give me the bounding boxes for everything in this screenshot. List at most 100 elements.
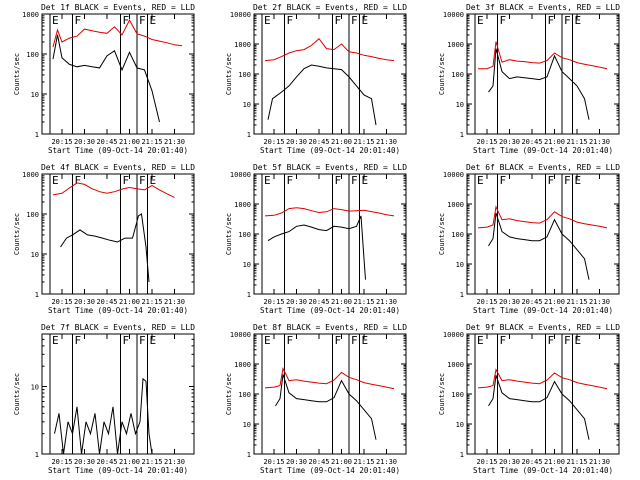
x-tick-label: 21:15: [566, 298, 587, 306]
region-label: E: [150, 174, 157, 187]
events-series-line: [52, 34, 160, 123]
lld-series-line: [264, 207, 395, 217]
region-label: F: [123, 334, 130, 347]
x-tick-label: 20:30: [286, 138, 307, 146]
y-tick-label: 1: [247, 291, 251, 299]
x-axis-label: Start Time (09-Oct-14 20:01:40): [260, 146, 400, 155]
x-tick-label: 21:15: [353, 458, 374, 466]
region-label: F: [335, 174, 342, 187]
events-series-line: [488, 375, 590, 440]
x-tick-label: 21:00: [544, 458, 565, 466]
region-label: E: [575, 14, 582, 27]
y-tick-label: 100: [26, 211, 39, 219]
x-axis-label: Start Time (09-Oct-14 20:01:40): [48, 306, 188, 315]
events-series-line: [267, 64, 377, 126]
y-tick-label: 1: [460, 451, 464, 459]
region-label: F: [548, 14, 555, 27]
x-tick-label: 21:00: [544, 298, 565, 306]
x-tick-label: 20:45: [96, 298, 117, 306]
lld-series-line: [477, 205, 608, 229]
x-tick-label: 21:15: [141, 298, 162, 306]
region-label: F: [351, 174, 358, 187]
y-axis-label: Counts/sec: [438, 213, 446, 255]
x-tick-label: 20:30: [74, 138, 95, 146]
panel-title: Det 1f BLACK = Events, RED = LLD: [41, 3, 195, 12]
x-tick-label: 21:00: [331, 458, 352, 466]
region-label: F: [500, 174, 507, 187]
y-tick-label: 10000: [443, 11, 464, 19]
y-tick-label: 1000: [234, 201, 251, 209]
y-tick-label: 10: [243, 421, 251, 429]
events-series-line: [267, 215, 366, 280]
y-tick-label: 10: [243, 261, 251, 269]
x-tick-label: 21:30: [376, 458, 397, 466]
region-label: F: [564, 334, 571, 347]
x-tick-label: 21:30: [376, 298, 397, 306]
y-tick-label: 10: [456, 421, 464, 429]
x-tick-label: 21:15: [141, 138, 162, 146]
region-label: F: [123, 174, 130, 187]
x-tick-label: 21:30: [589, 458, 610, 466]
y-tick-label: 1000: [22, 11, 39, 19]
y-tick-label: 1000: [447, 201, 464, 209]
y-tick-label: 10: [31, 251, 39, 259]
region-label: F: [564, 174, 571, 187]
region-label: E: [575, 174, 582, 187]
plot-frame: [41, 333, 195, 455]
x-tick-label: 21:15: [141, 458, 162, 466]
region-label: E: [575, 334, 582, 347]
panel-title: Det 7f BLACK = Events, RED = LLD: [41, 323, 195, 332]
x-tick-label: 20:15: [263, 138, 284, 146]
x-tick-label: 20:45: [96, 138, 117, 146]
x-tick-label: 20:45: [521, 138, 542, 146]
y-tick-label: 10000: [230, 331, 251, 339]
x-tick-label: 20:30: [74, 298, 95, 306]
region-label: E: [477, 334, 484, 347]
plot-frame: [253, 173, 407, 295]
x-tick-label: 20:45: [521, 298, 542, 306]
y-tick-label: 1000: [22, 171, 39, 179]
x-tick-label: 20:45: [308, 298, 329, 306]
region-label: E: [150, 14, 157, 27]
region-label: F: [75, 174, 82, 187]
lld-series-line: [477, 368, 608, 390]
x-tick-label: 21:15: [353, 138, 374, 146]
x-axis-label: Start Time (09-Oct-14 20:01:40): [48, 146, 188, 155]
region-label: F: [139, 174, 146, 187]
y-tick-label: 100: [238, 231, 251, 239]
y-axis-label: Counts/sec: [438, 373, 446, 415]
x-tick-label: 21:00: [331, 138, 352, 146]
y-tick-label: 100: [26, 51, 39, 59]
region-label: F: [139, 14, 146, 27]
x-tick-label: 20:45: [308, 458, 329, 466]
x-tick-label: 21:30: [164, 458, 185, 466]
x-tick-label: 21:00: [119, 458, 140, 466]
region-label: E: [52, 334, 59, 347]
region-label: F: [548, 174, 555, 187]
y-tick-label: 1: [460, 131, 464, 139]
region-label: F: [335, 14, 342, 27]
region-label: F: [75, 14, 82, 27]
events-series-line: [60, 213, 150, 283]
lld-series-line: [264, 367, 395, 390]
x-tick-label: 21:00: [331, 298, 352, 306]
region-label: F: [564, 14, 571, 27]
plot-frame: [466, 173, 620, 295]
plot-frame: [41, 13, 195, 135]
region-label: F: [500, 334, 507, 347]
y-axis-label: Counts/sec: [13, 373, 21, 415]
y-tick-label: 1: [35, 131, 39, 139]
plot-frame: [466, 333, 620, 455]
y-axis-label: Counts/sec: [438, 53, 446, 95]
y-tick-label: 10000: [443, 171, 464, 179]
x-tick-label: 21:00: [119, 138, 140, 146]
panel-title: Det 2f BLACK = Events, RED = LLD: [253, 3, 407, 12]
x-tick-label: 20:30: [499, 458, 520, 466]
y-tick-label: 100: [451, 391, 464, 399]
x-tick-label: 20:15: [263, 458, 284, 466]
x-tick-label: 21:00: [544, 138, 565, 146]
x-tick-label: 21:30: [164, 298, 185, 306]
lld-series-line: [478, 41, 608, 70]
region-label: E: [362, 14, 369, 27]
y-tick-label: 10: [456, 261, 464, 269]
